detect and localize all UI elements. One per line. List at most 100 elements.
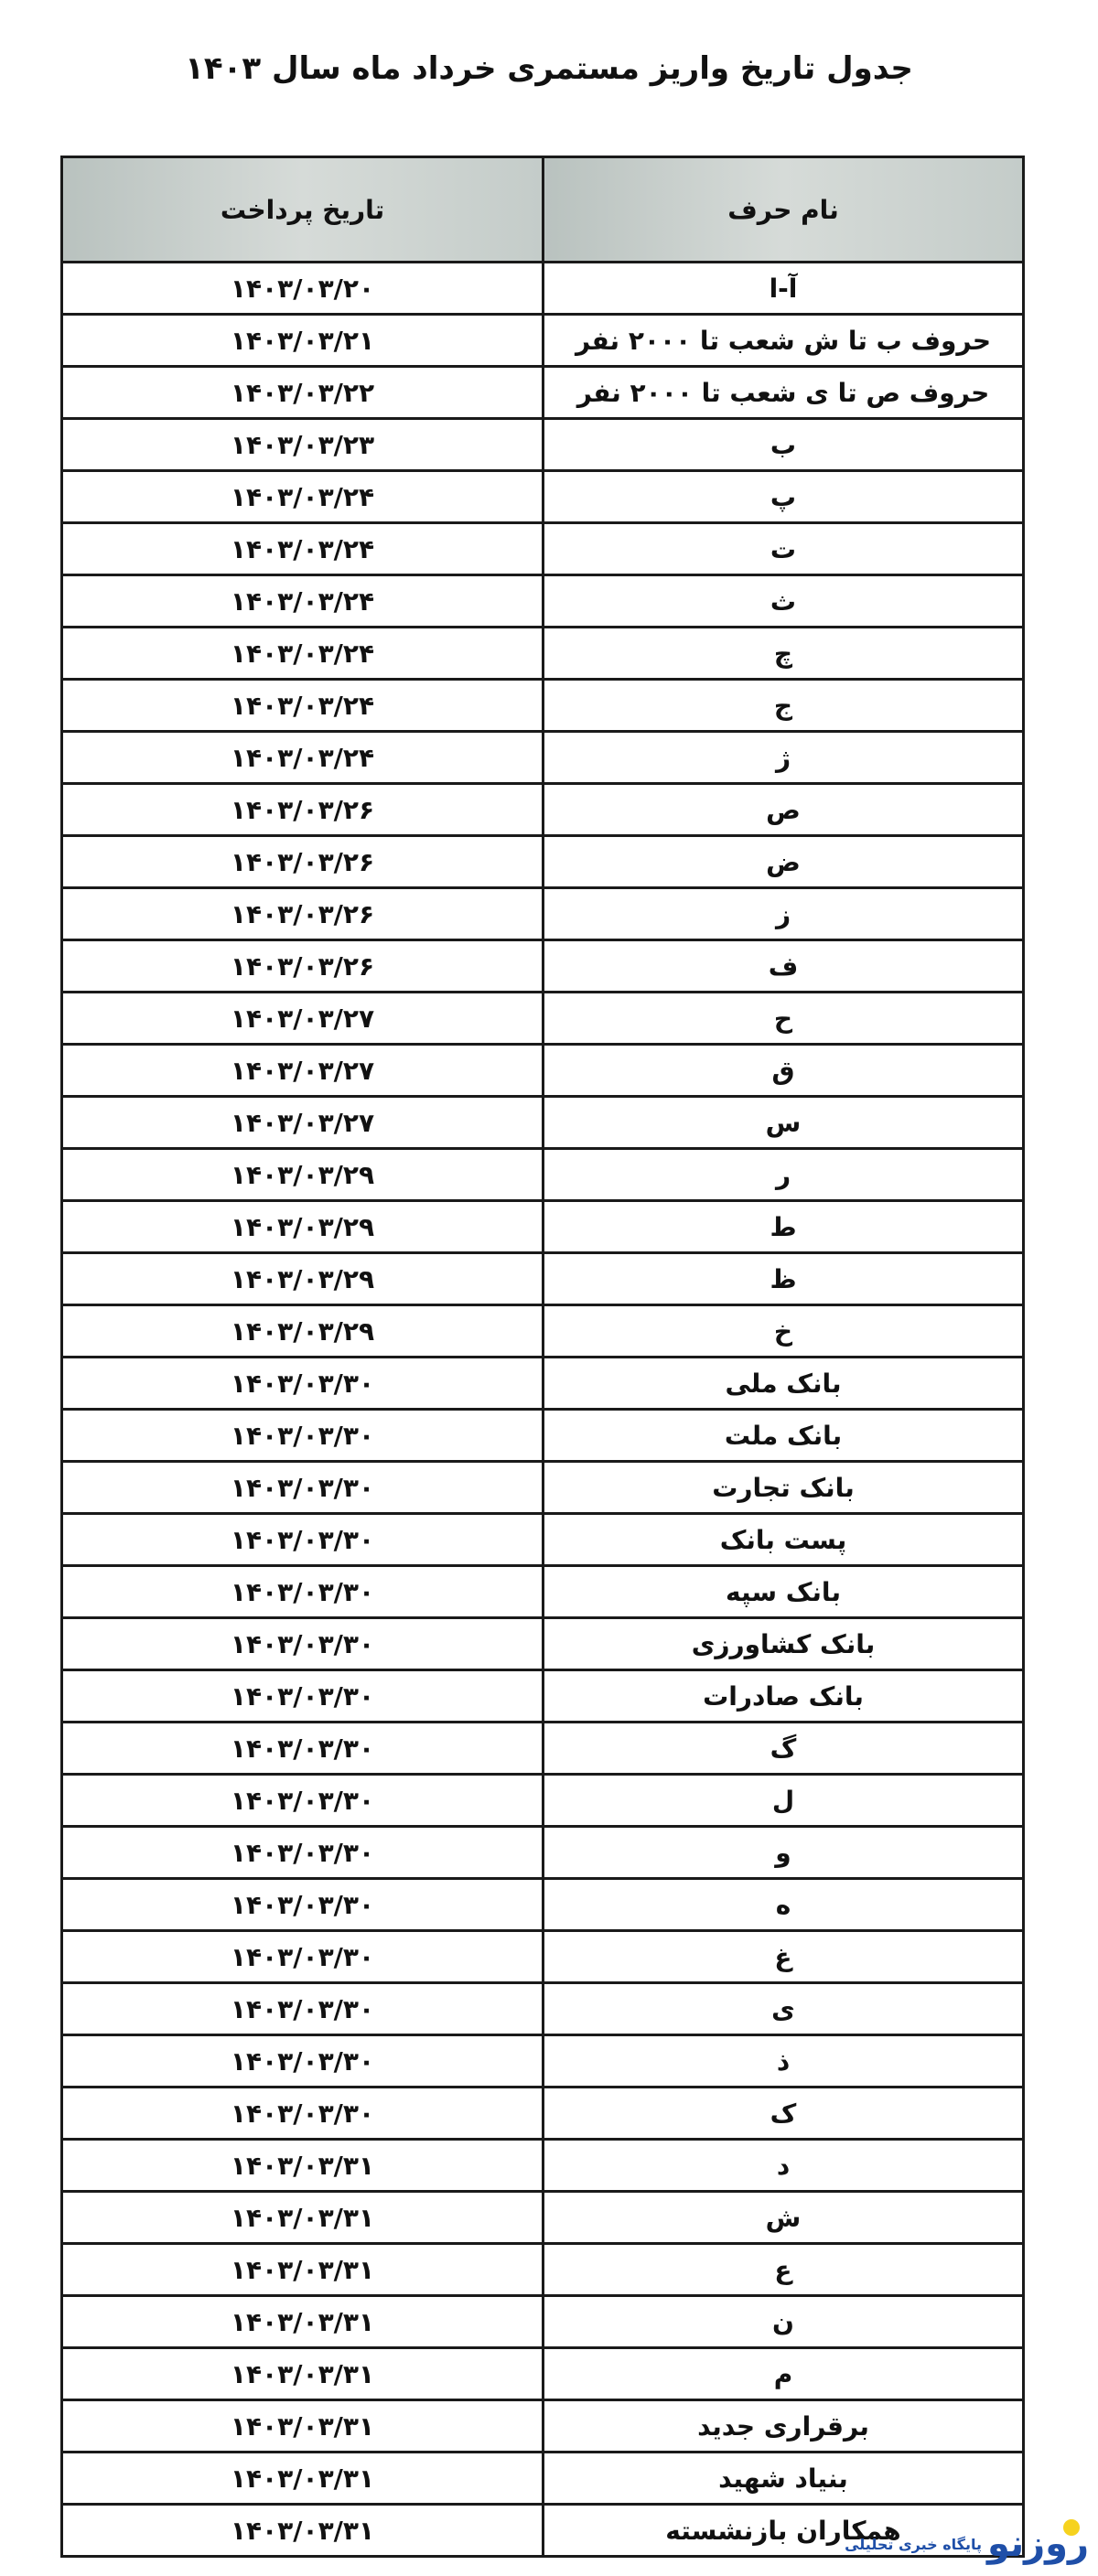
table-row: چ ۱۴۰۳/۰۳/۲۴ [60,626,1025,681]
row-date: ۱۴۰۳/۰۳/۲۳ [60,417,544,472]
row-name: بانک ملت [542,1408,1025,1463]
row-date: ۱۴۰۳/۰۳/۳۱ [60,2346,544,2401]
row-date: ۱۴۰۳/۰۳/۲۴ [60,469,544,524]
row-name: برقراری جدید [542,2399,1025,2453]
row-date: ۱۴۰۳/۰۳/۳۰ [60,1669,544,1723]
row-date: ۱۴۰۳/۰۳/۲۹ [60,1304,544,1358]
row-date: ۱۴۰۳/۰۳/۳۱ [60,2503,544,2558]
row-name: ذ [542,2034,1025,2088]
table-row: بانک سپه ۱۴۰۳/۰۳/۳۰ [60,1564,1025,1619]
row-name: ب [542,417,1025,472]
table-row: ش ۱۴۰۳/۰۳/۳۱ [60,2190,1025,2245]
row-name: ج [542,678,1025,733]
row-name: آ-ا [542,261,1025,316]
row-name: م [542,2346,1025,2401]
table-row: ح ۱۴۰۳/۰۳/۲۷ [60,991,1025,1046]
table-row: ک ۱۴۰۳/۰۳/۳۰ [60,2086,1025,2141]
table-row: پ ۱۴۰۳/۰۳/۲۴ [60,469,1025,524]
table-row: ث ۱۴۰۳/۰۳/۲۴ [60,574,1025,628]
row-date: ۱۴۰۳/۰۳/۲۷ [60,1095,544,1150]
table-row: بانک صادرات ۱۴۰۳/۰۳/۳۰ [60,1669,1025,1723]
row-name: ع [542,2242,1025,2297]
row-date: ۱۴۰۳/۰۳/۳۰ [60,1825,544,1880]
row-date: ۱۴۰۳/۰۳/۲۴ [60,521,544,576]
table-row: گ ۱۴۰۳/۰۳/۳۰ [60,1721,1025,1776]
row-name: بانک کشاورزی [542,1616,1025,1671]
row-name: خ [542,1304,1025,1358]
row-date: ۱۴۰۳/۰۳/۲۴ [60,678,544,733]
table-row: خ ۱۴۰۳/۰۳/۲۹ [60,1304,1025,1358]
payment-schedule-table: نام حرف تاریخ پرداخت آ-ا ۱۴۰۳/۰۳/۲۰ حروف ب… [60,156,1025,2558]
logo-mark: روزنو [987,2519,1089,2565]
logo-dot-icon [1063,2519,1080,2536]
row-name: ش [542,2190,1025,2245]
table-row: ع ۱۴۰۳/۰۳/۳۱ [60,2242,1025,2297]
table-row: حروف ص تا ی شعب تا ۲۰۰۰ نفر ۱۴۰۳/۰۳/۲۲ [60,365,1025,420]
row-date: ۱۴۰۳/۰۳/۲۷ [60,1043,544,1098]
row-name: همکاران بازنشسته [542,2503,1025,2558]
row-name: چ [542,626,1025,681]
row-date: ۱۴۰۳/۰۳/۲۷ [60,991,544,1046]
row-date: ۱۴۰۳/۰۳/۲۴ [60,574,544,628]
table-row: غ ۱۴۰۳/۰۳/۳۰ [60,1929,1025,1984]
row-name: س [542,1095,1025,1150]
table-row: ت ۱۴۰۳/۰۳/۲۴ [60,521,1025,576]
row-date: ۱۴۰۳/۰۳/۳۰ [60,2034,544,2088]
table-row: حروف ب تا ش شعب تا ۲۰۰۰ نفر ۱۴۰۳/۰۳/۲۱ [60,313,1025,368]
row-date: ۱۴۰۳/۰۳/۳۱ [60,2451,544,2506]
row-date: ۱۴۰۳/۰۳/۳۰ [60,1773,544,1828]
table-row: برقراری جدید ۱۴۰۳/۰۳/۳۱ [60,2399,1025,2453]
row-date: ۱۴۰۳/۰۳/۳۰ [60,1460,544,1515]
table-row: ج ۱۴۰۳/۰۳/۲۴ [60,678,1025,733]
table-row: بانک ملی ۱۴۰۳/۰۳/۳۰ [60,1356,1025,1411]
row-name: پست بانک [542,1512,1025,1567]
row-name: غ [542,1929,1025,1984]
row-date: ۱۴۰۳/۰۳/۳۱ [60,2242,544,2297]
row-name: د [542,2138,1025,2193]
row-date: ۱۴۰۳/۰۳/۳۱ [60,2399,544,2453]
row-date: ۱۴۰۳/۰۳/۲۲ [60,365,544,420]
row-date: ۱۴۰۳/۰۳/۳۱ [60,2138,544,2193]
row-name: بانک سپه [542,1564,1025,1619]
header-name: نام حرف [542,156,1025,263]
table-row: س ۱۴۰۳/۰۳/۲۷ [60,1095,1025,1150]
table-row: ر ۱۴۰۳/۰۳/۲۹ [60,1147,1025,1202]
row-date: ۱۴۰۳/۰۳/۳۰ [60,2086,544,2141]
row-date: ۱۴۰۳/۰۳/۳۰ [60,1721,544,1776]
table-row: آ-ا ۱۴۰۳/۰۳/۲۰ [60,261,1025,316]
row-name: بانک تجارت [542,1460,1025,1515]
table-row: ط ۱۴۰۳/۰۳/۲۹ [60,1199,1025,1254]
row-name: ظ [542,1251,1025,1306]
row-name: ز [542,886,1025,941]
table-row: ذ ۱۴۰۳/۰۳/۳۰ [60,2034,1025,2088]
row-date: ۱۴۰۳/۰۳/۳۰ [60,1564,544,1619]
table-row: ظ ۱۴۰۳/۰۳/۲۹ [60,1251,1025,1306]
table-row: ه ۱۴۰۳/۰۳/۳۰ [60,1877,1025,1932]
logo-tagline: پایگاه خبری تحلیلی [845,2535,982,2553]
table-row: م ۱۴۰۳/۰۳/۳۱ [60,2346,1025,2401]
row-name: بانک صادرات [542,1669,1025,1723]
table-row: بانک ملت ۱۴۰۳/۰۳/۳۰ [60,1408,1025,1463]
row-name: ف [542,939,1025,993]
watermark-logo: روزنو پایگاه خبری تحلیلی [845,2519,1089,2565]
row-name: ط [542,1199,1025,1254]
table-row: ی ۱۴۰۳/۰۳/۳۰ [60,1981,1025,2036]
row-name: و [542,1825,1025,1880]
row-date: ۱۴۰۳/۰۳/۲۴ [60,626,544,681]
row-date: ۱۴۰۳/۰۳/۳۰ [60,1929,544,1984]
row-date: ۱۴۰۳/۰۳/۳۰ [60,1981,544,2036]
row-date: ۱۴۰۳/۰۳/۳۱ [60,2294,544,2349]
table-row: همکاران بازنشسته ۱۴۰۳/۰۳/۳۱ [60,2503,1025,2558]
row-name: بنیاد شهید [542,2451,1025,2506]
row-name: ح [542,991,1025,1046]
row-date: ۱۴۰۳/۰۳/۳۰ [60,1356,544,1411]
row-name: ض [542,834,1025,889]
page-title: جدول تاریخ واریز مستمری خرداد ماه سال ۱۴… [185,50,913,87]
row-date: ۱۴۰۳/۰۳/۲۰ [60,261,544,316]
table-row: د ۱۴۰۳/۰۳/۳۱ [60,2138,1025,2193]
row-date: ۱۴۰۳/۰۳/۲۶ [60,834,544,889]
row-name: ک [542,2086,1025,2141]
row-date: ۱۴۰۳/۰۳/۲۱ [60,313,544,368]
table-row: ژ ۱۴۰۳/۰۳/۲۴ [60,730,1025,785]
row-name: گ [542,1721,1025,1776]
